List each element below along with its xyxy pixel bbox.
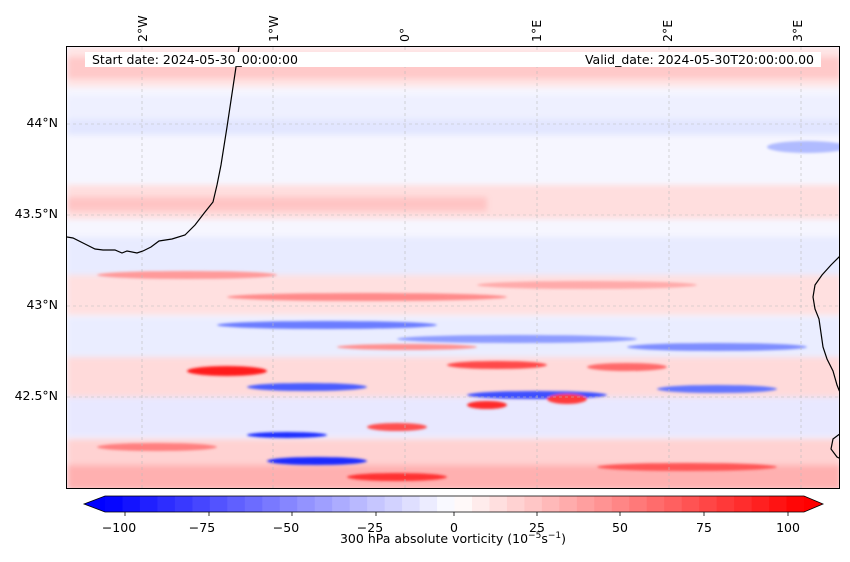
colorbar-cell xyxy=(751,496,770,512)
lat-label-43: 43°N xyxy=(26,297,58,312)
colorbar-cell xyxy=(279,496,298,512)
coastline-east-lower xyxy=(830,433,839,459)
colorbar-cell xyxy=(769,496,788,512)
colorbar-cell xyxy=(262,496,281,512)
colorbar-tick-0: 0 xyxy=(450,520,458,535)
lon-label-0: 0° xyxy=(397,27,412,42)
colorbar-cell xyxy=(699,496,718,512)
colorbar-cell xyxy=(489,496,508,512)
colorbar-tick-25: 25 xyxy=(529,520,545,535)
colorbar-cell xyxy=(559,496,578,512)
colorbar-outline xyxy=(82,495,825,513)
lon-label-1w: 1°W xyxy=(266,15,281,42)
coastline-west xyxy=(67,47,240,254)
colorbar-cell xyxy=(681,496,700,512)
colorbar-cell xyxy=(192,496,211,512)
colorbar-cell xyxy=(314,496,333,512)
valid-date: Valid_date: 2024-05-30T20:00:00.00 xyxy=(584,52,814,67)
colorbar-cell xyxy=(716,496,735,512)
lon-label-3e: 3°E xyxy=(790,19,805,42)
colorbar-tick-75: 75 xyxy=(696,520,712,535)
colorbar-cell xyxy=(541,496,560,512)
colorbar-tick-minus50: −50 xyxy=(272,520,300,535)
colorbar-cell xyxy=(297,496,316,512)
lat-label-43-5: 43.5°N xyxy=(14,206,58,221)
colorbar-cell xyxy=(209,496,228,512)
colorbar-cell xyxy=(332,496,351,512)
colorbar-cell xyxy=(576,496,595,512)
colorbar-cell xyxy=(174,496,193,512)
colorbar-cell xyxy=(471,496,490,512)
colorbar-cell xyxy=(734,496,753,512)
colorbar-cells xyxy=(84,496,823,512)
colorbar-label: 300 hPa absolute vorticity (10−5s−1) xyxy=(339,531,566,547)
colorbar-cell xyxy=(402,496,421,512)
info-bar xyxy=(85,52,821,67)
colorbar-tick-minus25: −25 xyxy=(356,520,384,535)
start-date: Start date: 2024-05-30_00:00:00 xyxy=(92,52,298,67)
colorbar-cell xyxy=(105,496,123,512)
colorbar-tick-minus75: −75 xyxy=(188,520,216,535)
colorbar-tick-minus100: −100 xyxy=(101,520,137,535)
colorbar-cell xyxy=(664,496,683,512)
colorbar-cell xyxy=(227,496,246,512)
colorbar-cell xyxy=(349,496,368,512)
gridlines xyxy=(67,47,839,488)
lon-label-1e: 1°E xyxy=(529,19,544,42)
colorbar-cell xyxy=(646,496,665,512)
lon-label-2w: 2°W xyxy=(135,15,150,42)
colorbar-extend-min xyxy=(84,496,105,512)
colorbar-cell xyxy=(506,496,525,512)
colorbar-cell xyxy=(367,496,386,512)
colorbar-cell xyxy=(139,496,158,512)
colorbar-extend-max xyxy=(804,496,823,512)
colorbar-cell xyxy=(454,496,473,512)
colorbar-tick-50: 50 xyxy=(612,520,628,535)
colorbar-cell xyxy=(122,496,141,512)
lat-label-44: 44°N xyxy=(26,115,58,130)
colorbar xyxy=(82,495,825,516)
colorbar-cell xyxy=(611,496,630,512)
colorbar-cell xyxy=(594,496,613,512)
colorbar-cell xyxy=(419,496,438,512)
colorbar-cell xyxy=(629,496,648,512)
vorticity-map xyxy=(66,46,840,489)
vorticity-field xyxy=(67,47,839,488)
colorbar-ticks xyxy=(124,512,789,516)
colorbar-tick-100: 100 xyxy=(776,520,800,535)
colorbar-cell xyxy=(157,496,176,512)
colorbar-cell xyxy=(437,496,456,512)
coastline-east xyxy=(812,256,839,392)
vorticity-bands xyxy=(67,47,839,488)
colorbar-cell xyxy=(786,496,805,512)
lat-label-42-5: 42.5°N xyxy=(14,388,58,403)
vorticity-streaks xyxy=(97,141,839,481)
lon-label-2e: 2°E xyxy=(660,19,675,42)
colorbar-cell xyxy=(244,496,263,512)
colorbar-cell xyxy=(524,496,543,512)
colorbar-cell xyxy=(384,496,403,512)
